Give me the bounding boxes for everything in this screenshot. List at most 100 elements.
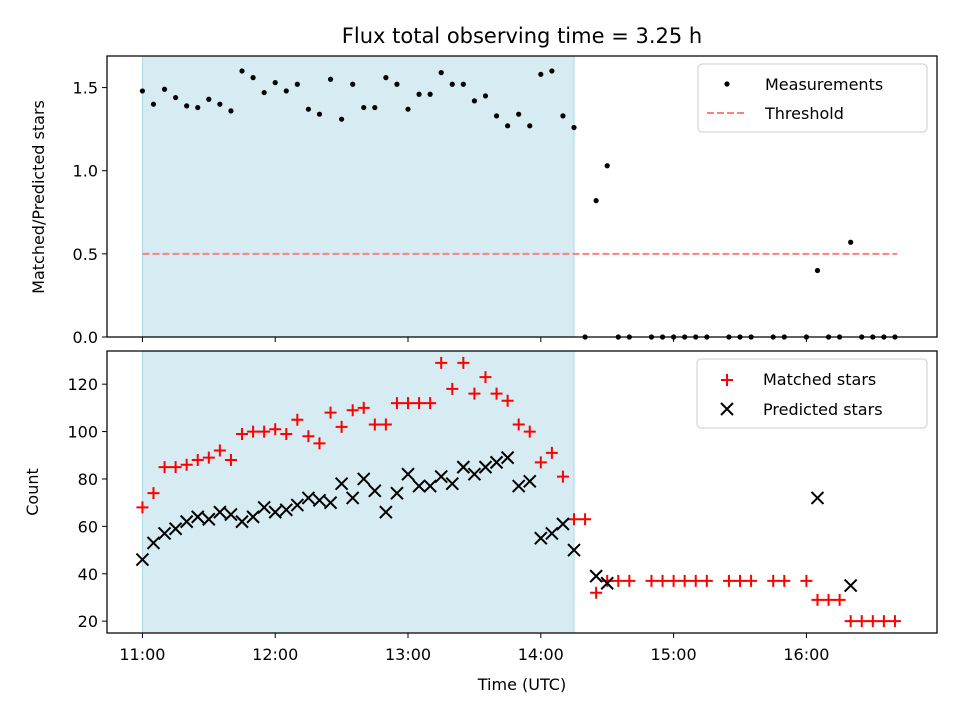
matched-star-point xyxy=(689,574,702,587)
predicted-star-point xyxy=(290,498,305,512)
bottom-x-tick-label: 16:00 xyxy=(783,645,829,664)
predicted-star-point xyxy=(545,526,559,541)
matched-star-point xyxy=(855,615,868,628)
matched-star-point xyxy=(402,397,415,410)
bottom-y-tick-label: 20 xyxy=(78,612,98,631)
matched-star-point xyxy=(534,456,547,469)
predicted-star-point xyxy=(146,536,161,550)
matched-star-point xyxy=(335,420,348,433)
bottom-x-tick-label: 13:00 xyxy=(385,645,431,664)
predicted-star-point xyxy=(379,505,393,519)
matched-star-point xyxy=(612,574,625,587)
matched-star-point xyxy=(888,615,901,628)
matched-star-point xyxy=(368,418,381,431)
measurement-point xyxy=(516,111,522,117)
matched-star-point xyxy=(346,404,359,417)
measurement-point xyxy=(383,75,389,81)
top-y-tick-label: 0.0 xyxy=(73,328,98,347)
bottom-x-tick-label: 11:00 xyxy=(119,645,165,664)
predicted-star-point xyxy=(412,479,426,493)
matched-star-point xyxy=(656,574,669,587)
predicted-star-point xyxy=(423,479,437,493)
predicted-stars-points xyxy=(135,450,858,593)
bottom-x-tick-label: 15:00 xyxy=(651,645,697,664)
matched-star-point xyxy=(700,574,713,587)
bottom-y-tick-label: 60 xyxy=(78,517,98,536)
matched-star-point xyxy=(446,382,459,395)
predicted-star-point xyxy=(213,505,227,519)
bottom-legend: Matched stars Predicted stars xyxy=(696,358,928,429)
predicted-star-point xyxy=(523,474,537,489)
matched-star-point xyxy=(833,593,846,606)
matched-star-point xyxy=(800,574,813,587)
matched-star-point xyxy=(767,574,780,587)
matched-star-point xyxy=(601,574,614,587)
predicted-star-point xyxy=(235,514,249,529)
bottom-y-tick-label: 120 xyxy=(67,375,98,394)
matched-star-point xyxy=(844,615,857,628)
matched-star-point xyxy=(435,356,448,369)
predicted-star-point xyxy=(534,531,548,545)
measurement-point xyxy=(527,123,533,129)
top-panel: 0.0 0.5 1.0 1.5 Matched/Predicted stars Mea… xyxy=(29,55,938,347)
measurement-point xyxy=(405,106,411,112)
measurement-point xyxy=(449,81,455,87)
bottom-y-tick-label: 100 xyxy=(67,423,98,442)
predicted-star-point xyxy=(368,484,382,498)
measurement-point xyxy=(272,80,278,86)
measurement-point xyxy=(505,123,511,129)
matched-star-point xyxy=(579,513,592,526)
predicted-star-point xyxy=(390,486,404,500)
predicted-star-point xyxy=(157,526,172,541)
top-panel-title: Flux total observing time = 3.25 h xyxy=(342,24,702,48)
measurement-point xyxy=(416,91,422,97)
bottom-y-axis-label: Count xyxy=(23,468,42,516)
matched-star-point xyxy=(158,461,171,474)
measurement-point xyxy=(228,108,234,114)
predicted-star-point xyxy=(357,472,371,486)
matched-star-point xyxy=(302,430,315,443)
predicted-star-point xyxy=(589,569,603,583)
measurement-point xyxy=(438,70,444,76)
top-legend: Measurements Threshold xyxy=(697,63,928,133)
matched-star-point xyxy=(722,574,735,587)
top-legend-box xyxy=(697,63,928,133)
matched-star-point xyxy=(457,356,470,369)
matched-star-point xyxy=(280,427,293,440)
measurement-point xyxy=(460,81,466,87)
measurement-point xyxy=(261,89,267,96)
bottom-x-axis-label: Time (UTC) xyxy=(477,675,566,694)
predicted-star-point xyxy=(323,495,338,510)
measurement-point xyxy=(814,267,821,274)
matched-star-point xyxy=(324,406,337,419)
matched-star-point xyxy=(236,427,249,440)
predicted-star-point xyxy=(445,476,459,491)
measurement-point xyxy=(339,116,345,122)
measurement-point xyxy=(372,104,378,111)
bottom-y-tick-label: 80 xyxy=(78,470,98,489)
legend-predicted-marker xyxy=(720,402,734,416)
matched-star-point xyxy=(734,574,747,587)
top-y-tick-label: 1.0 xyxy=(73,162,98,181)
measurement-point xyxy=(560,113,566,119)
predicted-star-point xyxy=(434,469,448,484)
predicted-star-point xyxy=(489,455,504,470)
measurement-point xyxy=(150,101,157,107)
measurement-point xyxy=(471,98,478,104)
matched-star-point xyxy=(590,586,603,599)
measurement-point xyxy=(283,88,289,94)
legend-matched-label: Matched stars xyxy=(763,370,876,389)
matched-star-point xyxy=(379,418,392,431)
legend-measurements-marker xyxy=(724,81,730,87)
predicted-star-point xyxy=(135,552,150,567)
measurement-point xyxy=(427,91,433,97)
measurement-point xyxy=(327,76,334,82)
measurement-point xyxy=(161,86,168,92)
top-axes-frame xyxy=(106,55,938,338)
predicted-star-point xyxy=(312,493,327,508)
matched-star-point xyxy=(191,454,204,467)
matched-star-point xyxy=(678,574,691,587)
measurement-point xyxy=(206,96,212,102)
measurement-point xyxy=(316,111,323,117)
